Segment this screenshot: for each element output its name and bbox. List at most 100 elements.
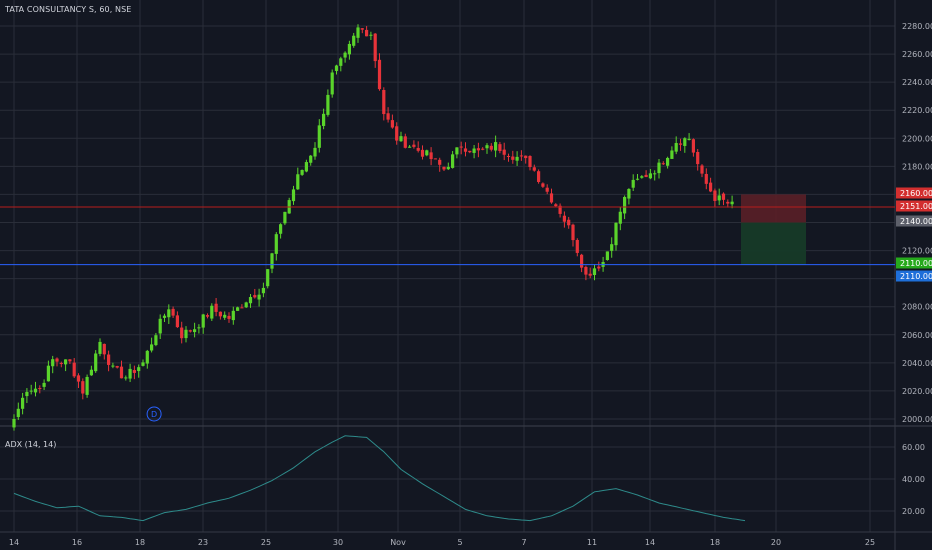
candle-body [377, 59, 382, 90]
candle-body [46, 365, 50, 382]
x-tick-label: 25 [261, 538, 271, 547]
candle-body [21, 397, 25, 409]
candle-body [721, 193, 726, 200]
candle-body [339, 58, 343, 66]
candle-body [51, 359, 55, 367]
price-tag-bg [896, 187, 932, 199]
candle-body [382, 89, 386, 115]
y-tick-label: 2240.00 [902, 78, 932, 87]
adx-line [13, 435, 746, 522]
dividend-marker[interactable]: D [146, 406, 162, 422]
candle-body [678, 143, 683, 145]
candle-body [162, 315, 167, 318]
candle-body [184, 329, 188, 339]
candle-body [545, 187, 549, 192]
price-tag-label: 2110.00 [900, 272, 932, 281]
candle-body [614, 222, 618, 246]
candle-body [313, 147, 317, 157]
candle-body [623, 196, 627, 214]
candle-body [451, 154, 455, 168]
candle-body [489, 145, 493, 150]
candle-body [214, 303, 218, 312]
indicator-y-tick-label: 40.00 [902, 475, 925, 484]
candle-body [498, 144, 502, 152]
candle-body [519, 155, 523, 157]
candle-body [459, 146, 463, 148]
price-tag-label: 2160.00 [900, 189, 932, 198]
candle-body [304, 162, 308, 172]
candle-body [532, 167, 536, 171]
y-tick-label: 2200.00 [902, 134, 932, 143]
candle-body [296, 174, 300, 190]
candle-body [696, 151, 700, 165]
candle-body [549, 193, 554, 203]
candle-body [360, 28, 364, 30]
horizontal-lines[interactable] [0, 206, 895, 266]
x-tick-label: Nov [390, 538, 406, 547]
price-tag-label: 2151.00 [900, 202, 932, 211]
candle-body [412, 144, 416, 147]
candle-body [347, 43, 351, 55]
candle-body [463, 148, 468, 152]
candle-body [132, 370, 136, 373]
y-tick-label: 2040.00 [902, 359, 932, 368]
candle-body [128, 368, 132, 379]
candle-body [365, 29, 369, 37]
candle-body [64, 359, 68, 365]
candle-body [481, 148, 485, 150]
position-tool[interactable] [741, 194, 806, 265]
adx-series [13, 435, 746, 522]
candle-body [55, 358, 59, 362]
candle-body [567, 219, 571, 226]
price-tag-bg [896, 200, 932, 212]
candle-body [588, 273, 592, 276]
candle-body [674, 143, 678, 152]
candle-body [188, 330, 192, 332]
axes[interactable]: 2000.002020.002040.002060.002080.002100.… [9, 22, 932, 547]
candle-body [291, 189, 296, 202]
candle-body [356, 27, 360, 38]
candle-body [253, 295, 257, 298]
candle-body [98, 341, 102, 354]
x-tick-label: 5 [457, 538, 462, 547]
target-zone[interactable] [741, 222, 806, 265]
candle-body [137, 367, 141, 372]
candle-body [515, 156, 519, 161]
candle-body [494, 142, 498, 151]
candle-body [635, 178, 640, 180]
candle-body [627, 189, 631, 199]
candle-body [150, 344, 154, 351]
candle-body [330, 72, 334, 95]
candle-body [236, 307, 240, 311]
candle-body [16, 408, 20, 418]
x-tick-label: 23 [198, 538, 208, 547]
candle-body [102, 343, 106, 355]
candle-body [279, 224, 283, 234]
candle-body [141, 362, 145, 366]
candle-body [171, 308, 175, 316]
candle-body [352, 35, 356, 46]
y-tick-label: 2020.00 [902, 387, 932, 396]
candle-body [257, 294, 261, 300]
candle-body [205, 315, 210, 317]
candle-body [524, 155, 528, 159]
candle-body [395, 126, 399, 141]
marker-circle[interactable] [146, 406, 162, 422]
indicator-title[interactable]: ADX (14, 14) [5, 440, 57, 449]
candle-body [154, 335, 158, 346]
y-tick-label: 2060.00 [902, 331, 932, 340]
candle-body [68, 359, 72, 362]
symbol-title[interactable]: TATA CONSULTANCY S, 60, NSE [5, 5, 132, 14]
candle-body [446, 166, 450, 170]
price-tag-bg [896, 257, 932, 269]
candle-body [167, 309, 171, 318]
marker-label: D [151, 410, 157, 419]
candle-body [683, 138, 687, 146]
candle-body [227, 315, 231, 319]
candle-body [210, 305, 214, 319]
candle-body [218, 311, 222, 317]
stop-loss-zone[interactable] [741, 194, 806, 223]
candle-body [300, 169, 304, 175]
candle-body [111, 365, 115, 367]
